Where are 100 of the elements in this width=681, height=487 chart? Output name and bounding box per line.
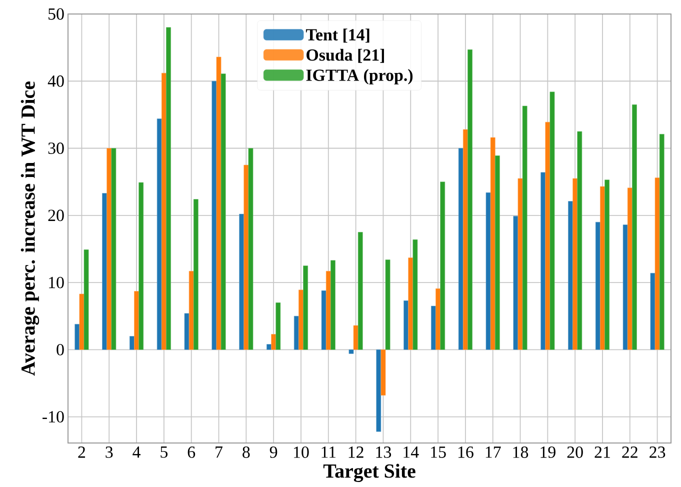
- bar: [74, 324, 80, 350]
- bar: [188, 270, 194, 350]
- bar: [162, 72, 166, 350]
- bar: [572, 178, 578, 350]
- x-tick-label: 18: [513, 446, 528, 458]
- bar: [130, 336, 134, 350]
- bar: [166, 27, 171, 350]
- bar: [632, 104, 637, 350]
- x-tick-label: 9: [270, 446, 278, 458]
- x-tick-label: 22: [622, 446, 638, 458]
- bar: [239, 214, 244, 350]
- legend-label: Osuda [21]: [306, 48, 384, 63]
- bar: [248, 148, 254, 350]
- x-tick-label: 14: [404, 446, 419, 458]
- bar: [271, 334, 276, 350]
- y-tick-label: 30: [48, 142, 64, 154]
- x-tick-label: 20: [567, 446, 583, 458]
- bar: [408, 258, 414, 350]
- bar: [156, 118, 162, 350]
- bar: [654, 178, 660, 350]
- legend-label: Tent [14]: [306, 28, 370, 43]
- bar: [490, 137, 496, 350]
- bar: [545, 122, 550, 350]
- x-tick-label: 8: [242, 446, 250, 458]
- bar: [494, 155, 500, 350]
- bar: [353, 325, 358, 350]
- y-tick-label: -10: [42, 411, 64, 423]
- bar: [303, 266, 308, 350]
- x-tick-label: 6: [188, 446, 196, 458]
- x-tick-label: 17: [486, 446, 501, 458]
- x-tick-label: 13: [376, 446, 392, 458]
- bar: [550, 92, 555, 350]
- bar: [412, 239, 418, 350]
- bar: [518, 178, 523, 350]
- bar: [431, 306, 436, 350]
- bar: [193, 199, 198, 350]
- bar: [376, 350, 382, 432]
- bar: [184, 313, 190, 350]
- bar: [321, 290, 326, 350]
- x-tick-label: 2: [78, 446, 86, 458]
- bar: [486, 192, 491, 350]
- bar: [440, 182, 446, 350]
- legend-label: IGTTA (prop.): [306, 69, 413, 84]
- bar: [266, 344, 272, 350]
- bar: [458, 148, 464, 350]
- x-tick-label: 19: [540, 446, 556, 458]
- x-tick-label: 11: [322, 446, 336, 458]
- bar: [380, 350, 386, 396]
- x-tick-label: 15: [431, 446, 446, 458]
- bar: [216, 56, 222, 350]
- bar: [468, 49, 472, 350]
- bar: [276, 302, 281, 350]
- x-tick-label: 16: [458, 446, 474, 458]
- bar: [522, 106, 528, 350]
- bar: [111, 148, 116, 350]
- x-tick-label: 3: [106, 446, 113, 458]
- y-tick-label: 0: [56, 344, 64, 356]
- bar: [102, 193, 107, 350]
- bar: [513, 216, 518, 350]
- bar: [595, 222, 600, 350]
- bar: [540, 172, 546, 350]
- x-tick-label: 5: [160, 446, 168, 458]
- bar: [106, 148, 112, 350]
- bar: [463, 129, 468, 350]
- bar: [326, 270, 331, 350]
- x-tick-label: 12: [348, 446, 364, 458]
- x-tick-label: 7: [216, 446, 223, 458]
- bar: [659, 134, 664, 350]
- x-axis-title: Target Site: [323, 464, 416, 482]
- bar: [577, 131, 582, 350]
- bar: [134, 291, 139, 350]
- bar: [294, 316, 299, 350]
- bar: [650, 272, 656, 350]
- y-tick-label: 10: [49, 276, 64, 288]
- bar: [330, 260, 336, 350]
- bar: [138, 182, 144, 350]
- bar: [404, 300, 408, 350]
- bar: [298, 290, 304, 350]
- bar: [627, 188, 632, 350]
- x-tick-label: 10: [294, 446, 309, 458]
- y-tick-label: 40: [48, 75, 64, 87]
- bar: [84, 249, 89, 350]
- bar: [604, 180, 610, 350]
- bar: [568, 201, 573, 350]
- y-axis-title: Average perc. increase in WT Dice: [20, 82, 40, 376]
- bar: [220, 74, 226, 350]
- bar: [244, 164, 249, 350]
- bar: [600, 186, 605, 350]
- x-tick-label: 23: [650, 446, 666, 458]
- bar: [358, 232, 363, 350]
- y-tick-label: 20: [48, 210, 64, 222]
- x-tick-label: 21: [594, 446, 610, 458]
- bar: [436, 288, 440, 350]
- bar: [348, 350, 354, 354]
- bar: [385, 260, 390, 350]
- bar: [79, 294, 84, 350]
- bar: [212, 80, 217, 350]
- y-tick-label: 50: [48, 8, 64, 20]
- x-tick-label: 4: [132, 446, 140, 458]
- bar: [622, 224, 628, 350]
